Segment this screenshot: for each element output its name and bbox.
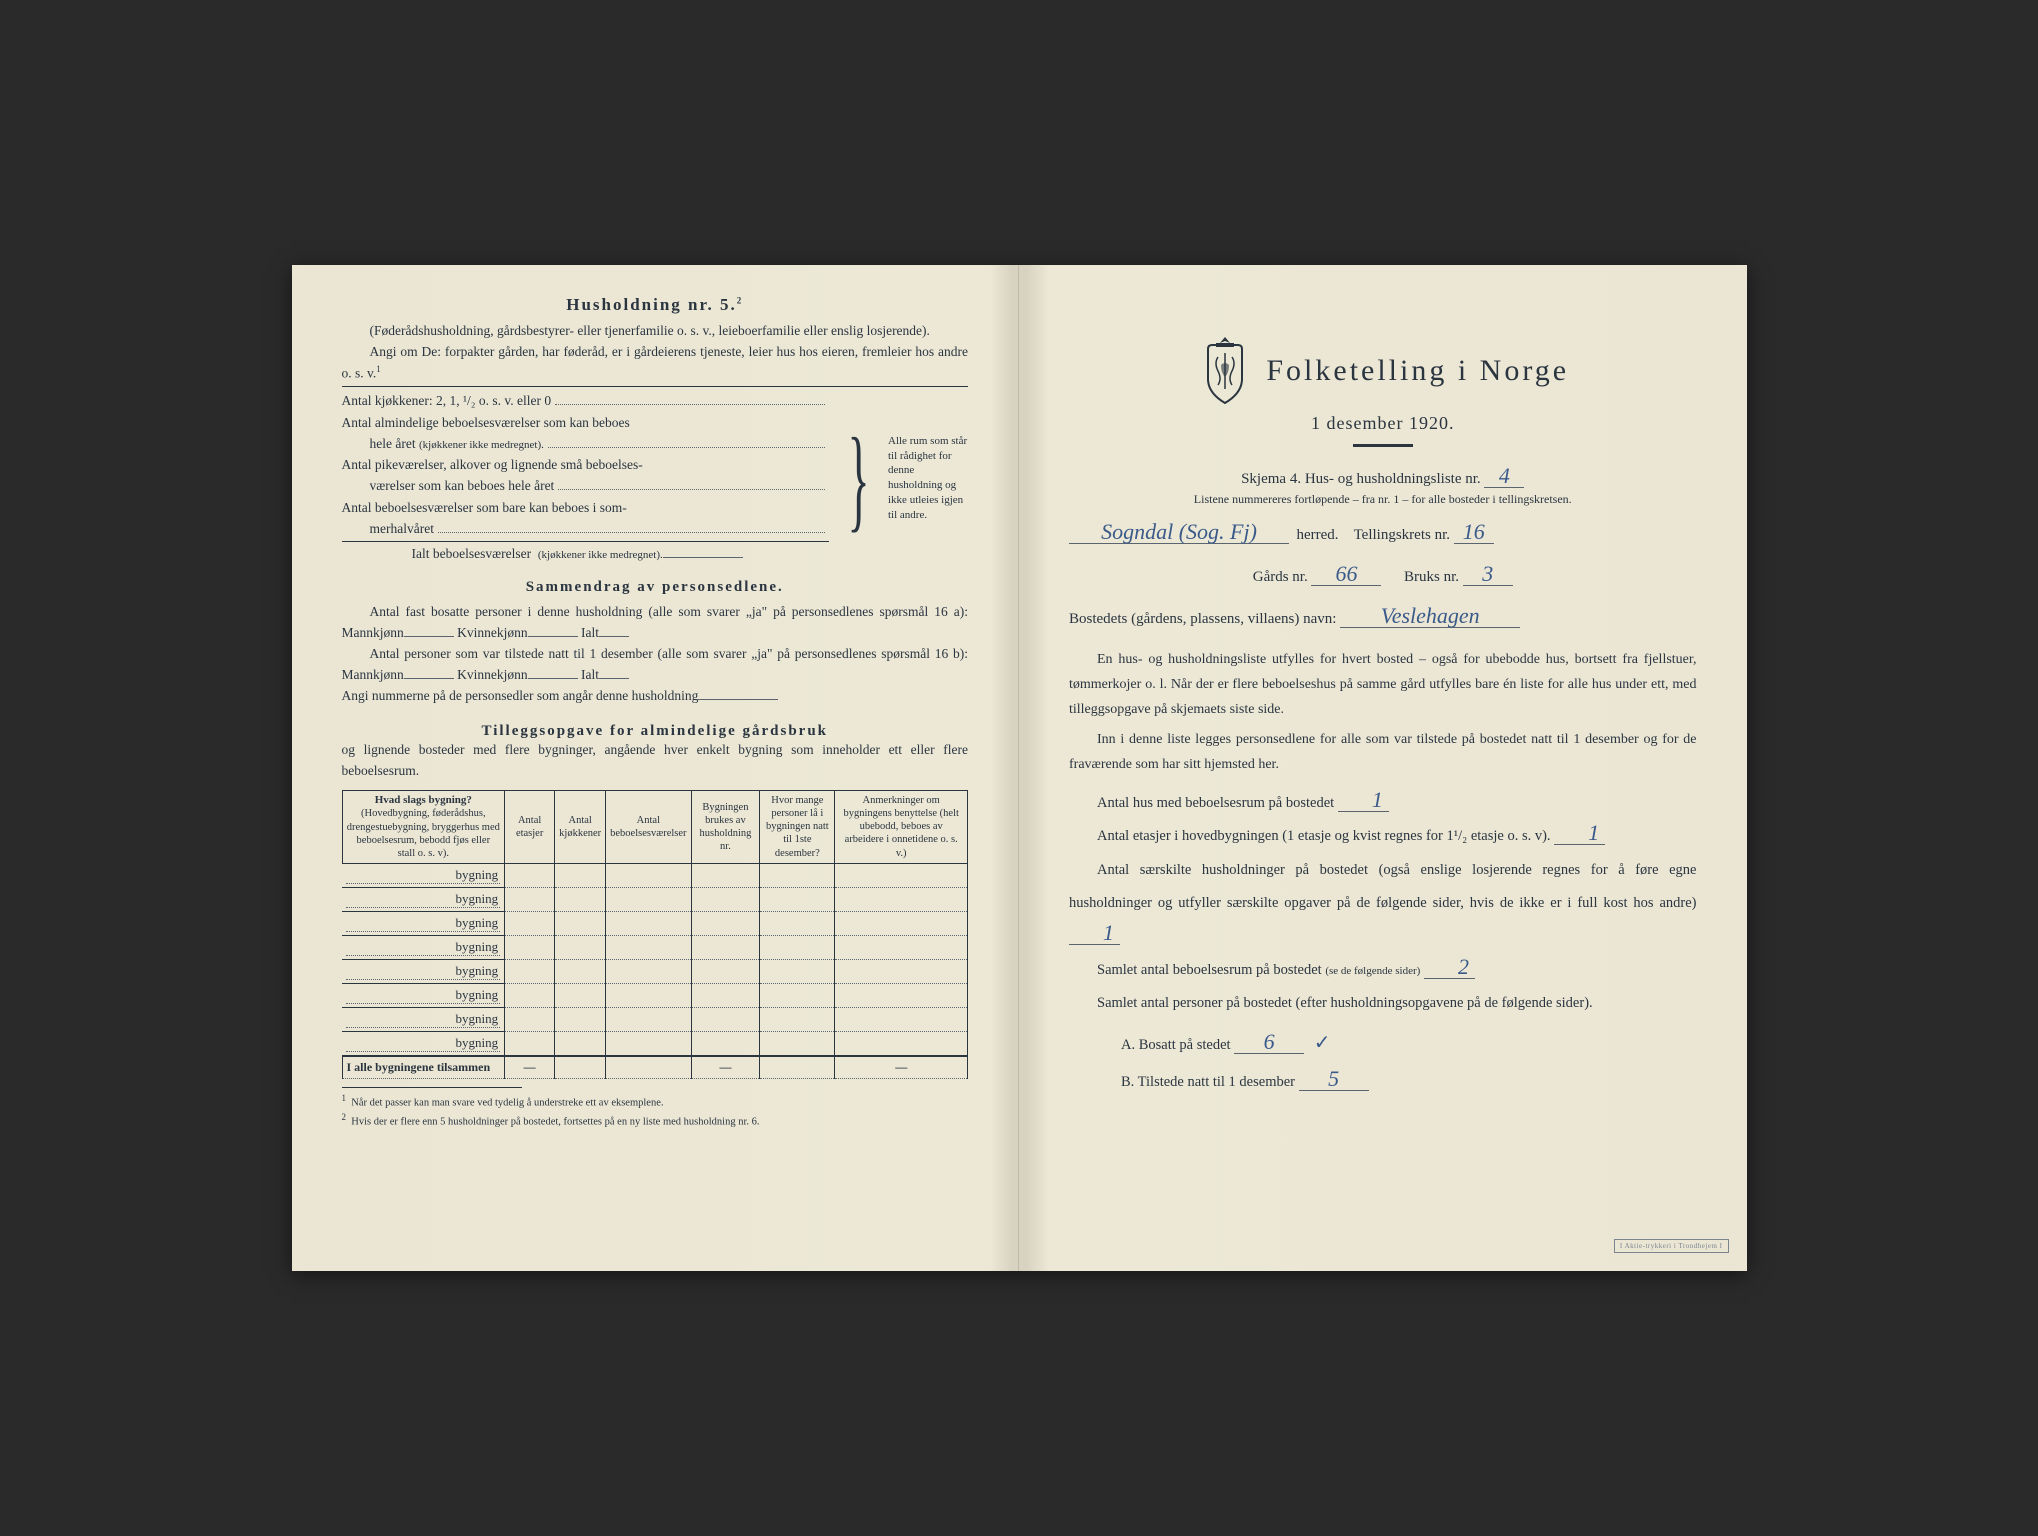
summary-line-2: Antal personer som var tilstede natt til… [342,644,969,686]
th-personer: Hvor mange personer lå i bygningen natt … [760,790,835,863]
qA-row: A. Bosatt på stedet 6 ✓ [1069,1020,1697,1066]
qB-value: 5 [1299,1068,1369,1091]
rooms-block: Antal kjøkkener: 2, 1, ¹/₂ o. s. v. elle… [342,391,969,565]
listene-line: Listene nummereres fortløpende – fra nr.… [1069,492,1697,507]
q4-row: Samlet antal beboelsesrum på bostedet (s… [1069,954,1697,987]
q1-row: Antal hus med beboelsesrum på bostedet 1 [1069,787,1697,820]
table-row: bygning [342,887,968,911]
bygning-table: Hvad slags bygning? (Hovedbygning, føder… [342,790,969,1079]
skjema-line: Skjema 4. Hus- og husholdningsliste nr. … [1069,465,1697,488]
q2-value: 1 [1554,822,1605,845]
th-etasjer: Antal etasjer [505,790,555,863]
bosted-row: Bostedets (gårdens, plassens, villaens) … [1069,605,1697,633]
qB-row: B. Tilstede natt til 1 desember 5 [1069,1066,1697,1099]
table-row: bygning [342,911,968,935]
checkmark-icon: ✓ [1314,1032,1331,1054]
table-row: bygning [342,983,968,1007]
qA-value: 6 [1234,1031,1304,1054]
tillegg-title: Tilleggsopgave for almindelige gårdsbruk [342,723,969,740]
summary-line-3: Angi nummerne på de personsedler som ang… [342,686,969,707]
instruction-para-1: En hus- og husholdningsliste utfylles fo… [1069,647,1697,723]
gards-row: Gårds nr. 66 Bruks nr. 3 [1069,563,1697,591]
left-page: Husholdning nr. 5.2 (Føderådshusholdning… [292,265,1020,1271]
th-bygning: Hvad slags bygning? [347,794,501,808]
q5-row: Samlet antal personer på bostedet (efter… [1069,987,1697,1020]
tellingskrets-value: 16 [1454,521,1494,544]
tillegg-sub: og lignende bosteder med flere bygninger… [342,740,969,782]
q3-value: 1 [1069,922,1120,945]
gards-value: 66 [1311,563,1381,586]
brace-note: Alle rum som står til rådighet for denne… [888,434,968,523]
main-title: Folketelling i Norge [1266,354,1569,388]
table-row: bygning [342,1007,968,1031]
herred-value: Sogndal (Sog. Fj) [1069,521,1289,544]
herred-row: Sogndal (Sog. Fj) herred. Tellingskrets … [1069,521,1697,549]
sammendrag-title: Sammendrag av personsedlene. [342,579,969,596]
skjema-nr-value: 4 [1484,465,1524,488]
q1-value: 1 [1338,789,1389,812]
title-block: Folketelling i Norge 1 desember 1920. [1069,335,1697,447]
th-kjokkener: Antal kjøkkener [555,790,606,863]
q4-value: 2 [1424,956,1475,979]
th-brukes: Bygningen brukes av husholdning nr. [691,790,760,863]
instruction-para-2: Inn i denne liste legges personsedlene f… [1069,727,1697,777]
bruks-value: 3 [1463,563,1513,586]
table-row: bygning [342,935,968,959]
right-page: Folketelling i Norge 1 desember 1920. Sk… [1019,265,1747,1271]
summary-line-1: Antal fast bosatte personer i denne hush… [342,602,969,644]
table-total-row: I alle bygningene tilsammen ——— [342,1056,968,1079]
printer-stamp: I Aktie-trykkeri i Trondhejem I [1614,1239,1729,1253]
table-row: bygning [342,959,968,983]
coat-of-arms-icon [1196,335,1254,407]
husholdning-title: Husholdning nr. 5.2 [342,295,969,315]
q3-row: Antal særskilte husholdninger på bostede… [1069,854,1697,954]
husholdning-intro: (Føderådshusholdning, gårdsbestyrer- ell… [342,321,969,342]
th-beboelse: Antal beboelsesværelser [606,790,691,863]
sub-title: 1 desember 1920. [1069,413,1697,434]
th-anm: Anmerkninger om bygningens benyttelse (h… [835,790,968,863]
footnotes: 1 Når det passer kan man svare ved tydel… [342,1087,969,1130]
table-row: bygning [342,1031,968,1056]
angi-line: Angi om De: forpakter gården, har føderå… [342,342,969,384]
census-document: Husholdning nr. 5.2 (Føderådshusholdning… [292,265,1747,1271]
bosted-value: Veslehagen [1340,605,1520,628]
table-row: bygning [342,863,968,887]
q2-row: Antal etasjer i hovedbygningen (1 etasje… [1069,820,1697,853]
brace-icon: } [847,427,869,531]
